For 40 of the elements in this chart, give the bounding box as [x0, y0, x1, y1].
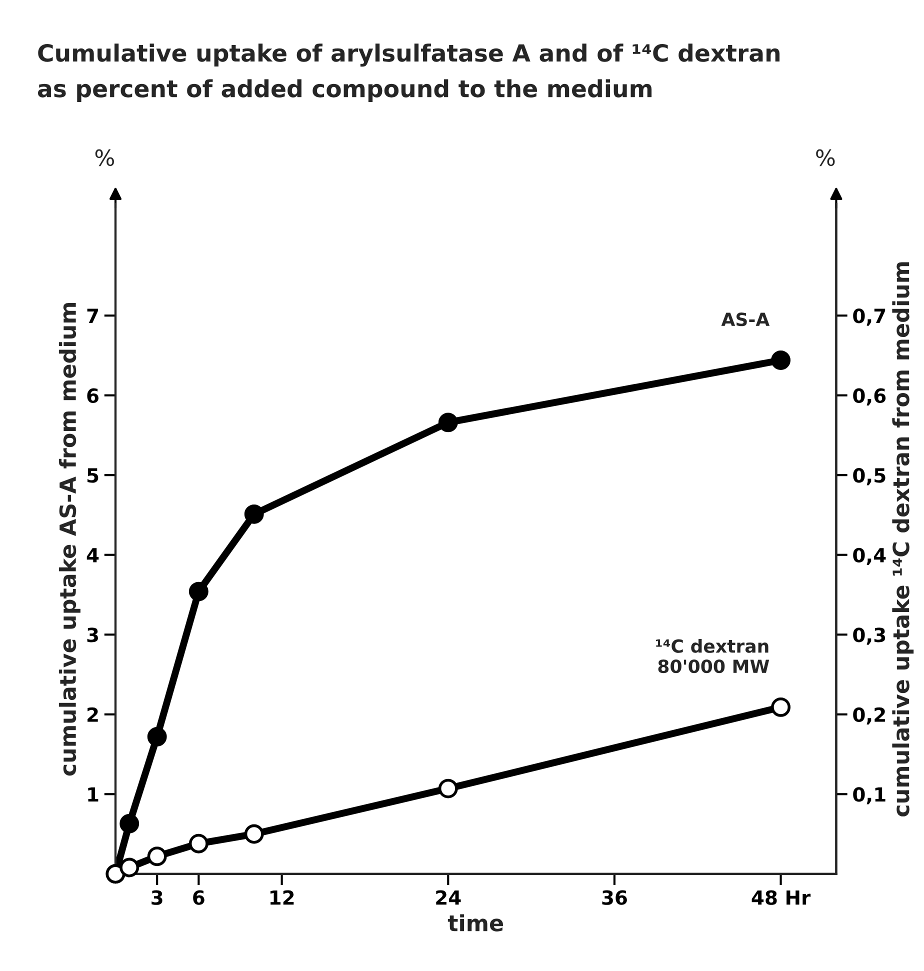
y2-tick-label: 0,2 — [853, 707, 885, 725]
point — [438, 412, 458, 432]
y2-tick-label: 0,4 — [853, 548, 886, 566]
x-tick-label: 6 — [193, 890, 204, 905]
y2-tick-label: 0,1 — [853, 787, 886, 804]
point — [438, 778, 458, 798]
point — [244, 824, 264, 844]
point — [120, 858, 140, 878]
y2-tick-label: 0,3 — [853, 628, 886, 645]
text: % — [95, 149, 114, 166]
y-tick-label: 7 — [87, 308, 98, 323]
x-tick-label: 24 — [436, 890, 461, 905]
y2-tick-label: 0,6 — [853, 388, 886, 406]
y-tick-label: 3 — [87, 628, 98, 642]
y2-tick-label: 0,5 — [853, 468, 886, 486]
x-tick-label: 48 Hr — [752, 890, 811, 905]
point — [147, 846, 167, 866]
point — [188, 582, 208, 602]
y-axis-title: cumulative uptake AS-A from medium — [58, 302, 80, 776]
y2-tick-label: 0,7 — [853, 308, 886, 326]
point — [147, 726, 167, 746]
y2-axis-title: cumulative uptake ¹⁴C dextran from medium — [892, 262, 914, 816]
y-tick-label: 2 — [88, 707, 98, 722]
point — [244, 504, 264, 524]
y-tick-label: 6 — [87, 388, 98, 403]
y-tick-label: 1 — [88, 787, 98, 802]
series-label: AS-A — [721, 312, 770, 326]
point — [771, 350, 791, 370]
x-tick-label: 3 — [152, 890, 162, 905]
x-axis-title: time — [448, 914, 504, 932]
text: % — [816, 149, 835, 166]
x-tick-label: 12 — [270, 890, 294, 905]
x-tick-label: 36 — [602, 890, 627, 905]
point — [188, 834, 208, 854]
chart-title: Cumulative uptake of arylsulfatase A and of ¹⁴C dextran as percent of added compound to the medium — [38, 44, 780, 102]
y-tick-label: 5 — [88, 468, 98, 483]
point — [771, 697, 791, 717]
y-tick-label: 4 — [86, 548, 99, 562]
point — [120, 814, 140, 834]
series-label: ¹⁴C dextran 80'000 MW — [656, 638, 770, 674]
